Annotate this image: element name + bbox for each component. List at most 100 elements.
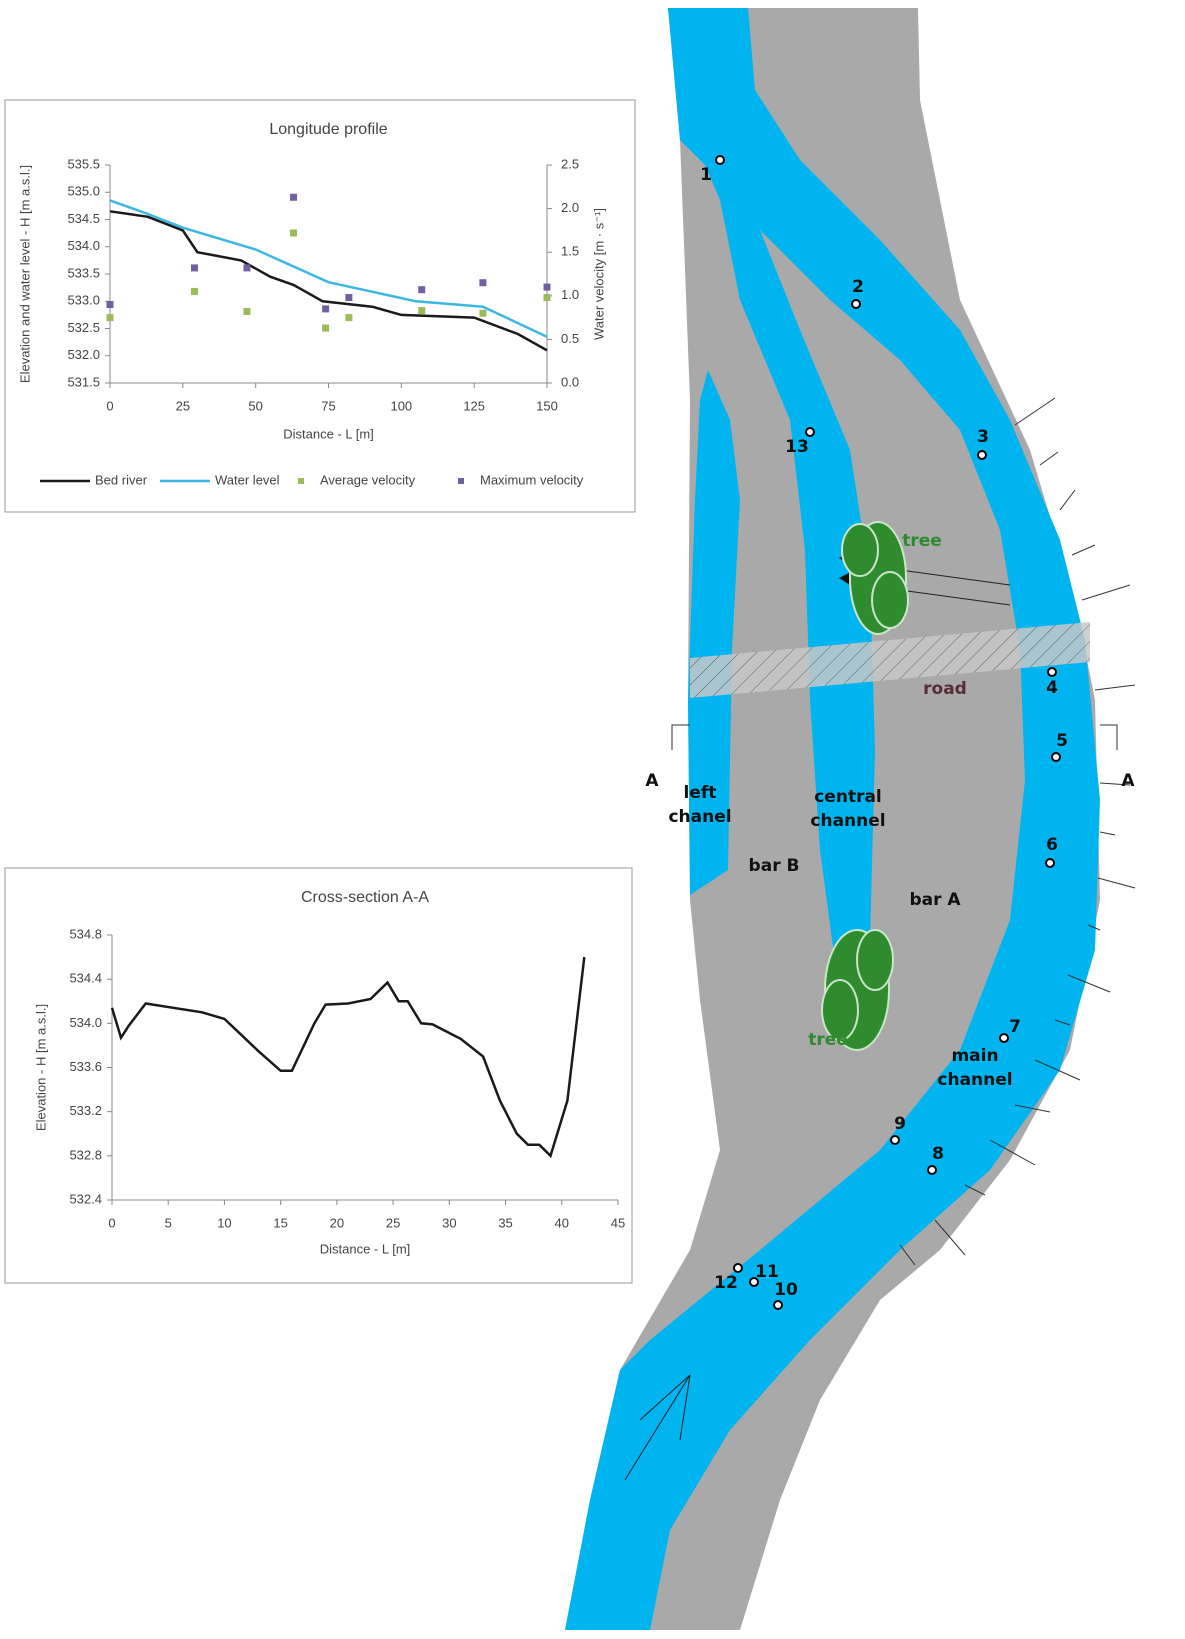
data-point	[479, 310, 486, 317]
data-point	[345, 294, 352, 301]
y-tick-label: 534.8	[69, 926, 102, 941]
data-point	[290, 230, 297, 237]
data-point	[544, 294, 551, 301]
x-tick-label: 150	[536, 398, 558, 413]
y-axis-label: Elevation - H [m a.s.l.]	[33, 1004, 48, 1131]
section-label: A	[1121, 771, 1135, 791]
measure-point	[734, 1264, 742, 1272]
data-point	[322, 305, 329, 312]
x-tick-label: 25	[386, 1215, 400, 1230]
y-tick-label: 532.0	[67, 347, 100, 362]
x-tick-label: 100	[390, 398, 412, 413]
data-point	[243, 308, 250, 315]
x-tick-label: 20	[330, 1215, 344, 1230]
data-point	[345, 314, 352, 321]
measure-point	[978, 451, 986, 459]
x-axis-label: Distance - L [m]	[283, 426, 374, 441]
y-tick-label: 532.5	[67, 320, 100, 335]
chart-title: Cross-section A-A	[301, 889, 429, 906]
point-label: 13	[785, 437, 809, 457]
y2-tick-label: 0.0	[561, 374, 579, 389]
data-point	[418, 307, 425, 314]
data-point	[107, 301, 114, 308]
point-label: 8	[932, 1144, 944, 1164]
area-label: central	[814, 787, 882, 807]
point-label: 4	[1046, 678, 1058, 698]
data-point	[243, 264, 250, 271]
area-label: main	[951, 1046, 998, 1066]
legend-label: Average velocity	[320, 472, 416, 487]
section-label: A	[645, 771, 659, 791]
y2-axis-label: Water velocity [m · s⁻¹]	[591, 208, 606, 340]
x-tick-label: 50	[248, 398, 262, 413]
y2-tick-label: 1.0	[561, 287, 579, 302]
y-tick-label: 533.0	[67, 293, 100, 308]
measure-point	[806, 428, 814, 436]
area-label: channel	[937, 1070, 1012, 1090]
area-label: chanel	[668, 807, 731, 827]
data-point	[322, 325, 329, 332]
x-tick-label: 75	[321, 398, 335, 413]
area-label: bar B	[749, 856, 800, 876]
y-tick-label: 534.0	[69, 1015, 102, 1030]
x-tick-label: 0	[108, 1215, 115, 1230]
measure-point	[1046, 859, 1054, 867]
legend-swatch	[458, 478, 464, 484]
data-point	[191, 288, 198, 295]
figure: Longitude profile Distance - L [m] Elevati…	[0, 0, 1185, 1639]
measure-point	[1000, 1034, 1008, 1042]
y-tick-label: 535.0	[67, 184, 100, 199]
data-point	[107, 314, 114, 321]
page: {"chart_data": [ {"type": "line", "title…	[0, 0, 1185, 1639]
y2-tick-label: 2.5	[561, 156, 579, 171]
y2-tick-label: 0.5	[561, 331, 579, 346]
measure-point	[1052, 753, 1060, 761]
y2-tick-label: 2.0	[561, 200, 579, 215]
x-tick-label: 25	[176, 398, 190, 413]
x-tick-label: 45	[611, 1215, 625, 1230]
point-label: 12	[714, 1273, 738, 1293]
area-label: bar A	[909, 890, 961, 910]
area-label: left	[684, 783, 717, 803]
y-tick-label: 533.6	[69, 1059, 102, 1074]
x-tick-label: 0	[106, 398, 113, 413]
data-point	[290, 194, 297, 201]
y-tick-label: 533.2	[69, 1103, 102, 1118]
point-label: 6	[1046, 835, 1058, 855]
measure-point	[774, 1301, 782, 1309]
point-label: 3	[977, 427, 989, 447]
x-tick-label: 30	[442, 1215, 456, 1230]
point-label: 11	[755, 1262, 779, 1282]
point-label: 9	[894, 1114, 906, 1134]
y-tick-label: 532.4	[69, 1191, 102, 1206]
y-tick-label: 531.5	[67, 374, 100, 389]
data-point	[479, 279, 486, 286]
y-tick-label: 534.5	[67, 211, 100, 226]
measure-point	[891, 1136, 899, 1144]
legend-swatch	[298, 478, 304, 484]
point-label: 2	[852, 277, 864, 297]
data-point	[418, 286, 425, 293]
x-tick-label: 125	[463, 398, 485, 413]
legend-label: Maximum velocity	[480, 472, 584, 487]
x-tick-label: 40	[555, 1215, 569, 1230]
measure-point	[928, 1166, 936, 1174]
point-label: 5	[1056, 731, 1068, 751]
x-axis-label: Distance - L [m]	[320, 1241, 411, 1256]
chart-title: Longitude profile	[269, 121, 387, 138]
tree-label: tree	[808, 1030, 848, 1050]
x-tick-label: 15	[273, 1215, 287, 1230]
y-tick-label: 532.8	[69, 1147, 102, 1162]
point-label: 7	[1009, 1017, 1021, 1037]
tree-label: tree	[902, 531, 942, 551]
legend-label: Water level	[215, 472, 280, 487]
measure-point	[1048, 668, 1056, 676]
road-label: road	[923, 679, 967, 699]
data-point	[544, 284, 551, 291]
y2-tick-label: 1.5	[561, 244, 579, 259]
y-tick-label: 533.5	[67, 265, 100, 280]
point-label: 10	[774, 1280, 798, 1300]
data-point	[191, 264, 198, 271]
x-tick-label: 5	[165, 1215, 172, 1230]
x-tick-label: 35	[498, 1215, 512, 1230]
